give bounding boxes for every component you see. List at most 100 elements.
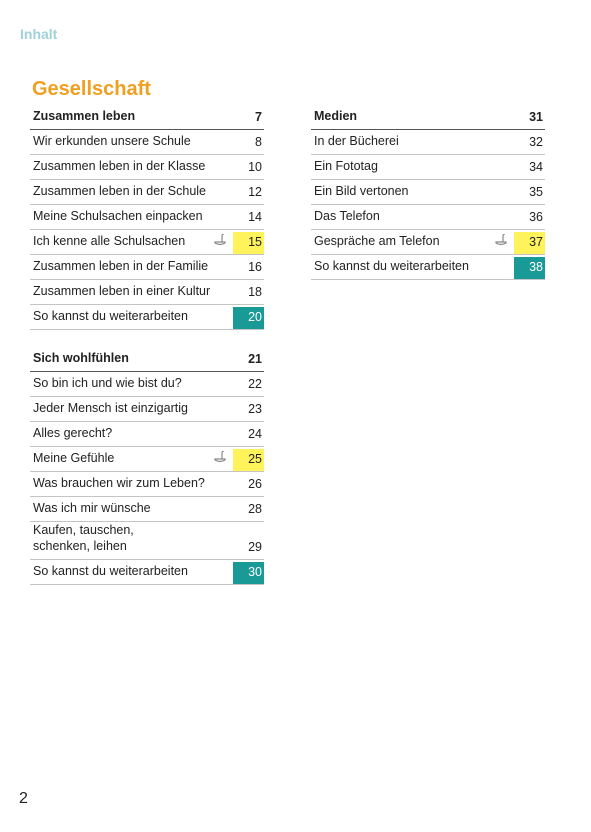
listen-icon bbox=[495, 233, 507, 246]
toc-label: Gespräche am Telefon bbox=[314, 234, 440, 248]
toc-page: 30 bbox=[233, 562, 264, 584]
toc-page: 29 bbox=[248, 540, 262, 554]
icon-cell bbox=[213, 274, 233, 279]
toc-row: So kannst du weiterarbeiten 38 bbox=[311, 255, 545, 280]
toc-page: 18 bbox=[248, 285, 262, 299]
toc-label: Ein Fototag bbox=[314, 159, 378, 173]
toc-row: Meine Schulsachen einpacken 14 bbox=[30, 205, 264, 230]
toc-label: Zusammen leben in einer Kultur bbox=[33, 284, 211, 298]
section-page: 7 bbox=[255, 110, 262, 124]
toc-label: Ein Bild vertonen bbox=[314, 184, 409, 198]
left-column: Zusammen leben 7 Wir erkunden unsere Schul… bbox=[30, 105, 264, 585]
toc-row: Zusammen leben in der Klasse 10 bbox=[30, 155, 264, 180]
toc-page: 28 bbox=[248, 502, 262, 516]
toc-page: 20 bbox=[233, 307, 264, 329]
toc-label: Wir erkunden unsere Schule bbox=[33, 134, 191, 148]
section: Sich wohlfühlen 21 So bin ich und wie bist… bbox=[30, 347, 264, 585]
toc-page: 37 bbox=[514, 232, 545, 254]
toc-row: Zusammen leben in einer Kultur 18 bbox=[30, 280, 264, 305]
toc-label: So kannst du weiterarbeiten bbox=[33, 309, 188, 323]
toc-row: Ein Fototag 34 bbox=[311, 155, 545, 180]
toc-page: 36 bbox=[529, 210, 543, 224]
icon-cell bbox=[494, 224, 514, 229]
toc-row: In der Bücherei 32 bbox=[311, 130, 545, 155]
toc-label: Was ich mir wünsche bbox=[33, 501, 151, 515]
toc-label: Ich kenne alle Schulsachen bbox=[33, 234, 186, 248]
header-title: Inhalt bbox=[20, 26, 58, 42]
icon-cell bbox=[213, 491, 233, 496]
section-page: 21 bbox=[248, 352, 262, 366]
toc-page: 8 bbox=[255, 135, 262, 149]
toc-label: In der Bücherei bbox=[314, 134, 399, 148]
toc-label: Was brauchen wir zum Leben? bbox=[33, 476, 205, 490]
toc-page: 35 bbox=[529, 185, 543, 199]
icon-cell bbox=[213, 391, 233, 396]
icon-cell bbox=[213, 416, 233, 421]
toc-row: Wir erkunden unsere Schule 8 bbox=[30, 130, 264, 155]
toc-page: 24 bbox=[248, 427, 262, 441]
toc-label: Kaufen, tauschen, schenken, leihen bbox=[33, 523, 134, 553]
toc-page: 23 bbox=[248, 402, 262, 416]
toc-row: Ein Bild vertonen 35 bbox=[311, 180, 545, 205]
icon-cell bbox=[213, 233, 233, 254]
icon-cell bbox=[213, 149, 233, 154]
section: Medien 31 In der Bücherei 32 Ein Fototag 34 Ei… bbox=[311, 105, 545, 280]
toc-row: So kannst du weiterarbeiten 30 bbox=[30, 560, 264, 585]
right-column: Medien 31 In der Bücherei 32 Ein Fototag 34 Ei… bbox=[311, 105, 545, 280]
toc-row: Alles gerecht? 24 bbox=[30, 422, 264, 447]
icon-cell bbox=[213, 579, 233, 584]
toc-label: Zusammen leben in der Familie bbox=[33, 259, 209, 273]
icon-cell bbox=[494, 233, 514, 254]
icon-cell bbox=[494, 274, 514, 279]
toc-row: Kaufen, tauschen, schenken, leihen 29 bbox=[30, 522, 264, 560]
toc-page: 25 bbox=[233, 449, 264, 471]
toc-label: So kannst du weiterarbeiten bbox=[33, 564, 188, 578]
section-header: Sich wohlfühlen 21 bbox=[30, 347, 264, 372]
toc-page: 12 bbox=[248, 185, 262, 199]
toc-label: Zusammen leben in der Klasse bbox=[33, 159, 206, 173]
icon-cell bbox=[213, 441, 233, 446]
icon-cell bbox=[213, 199, 233, 204]
icon-cell bbox=[213, 324, 233, 329]
section-heading: Zusammen leben bbox=[33, 109, 136, 123]
toc-row: Was ich mir wünsche 28 bbox=[30, 497, 264, 522]
toc-row: Ich kenne alle Schulsachen 15 bbox=[30, 230, 264, 255]
toc-page: 16 bbox=[248, 260, 262, 274]
toc-row: Zusammen leben in der Schule 12 bbox=[30, 180, 264, 205]
section-header: Zusammen leben 7 bbox=[30, 105, 264, 130]
listen-icon bbox=[214, 450, 226, 463]
section-title: Gesellschaft bbox=[32, 78, 151, 100]
toc-row: So kannst du weiterarbeiten 20 bbox=[30, 305, 264, 330]
section-page: 31 bbox=[529, 110, 543, 124]
toc-label: Jeder Mensch ist einzigartig bbox=[33, 401, 188, 415]
listen-icon bbox=[214, 233, 226, 246]
icon-cell bbox=[213, 174, 233, 179]
icon-cell bbox=[213, 450, 233, 471]
toc-page: 10 bbox=[248, 160, 262, 174]
icon-cell bbox=[213, 224, 233, 229]
toc-page: 38 bbox=[514, 257, 545, 279]
toc-label: So kannst du weiterarbeiten bbox=[314, 259, 469, 273]
toc-label: Zusammen leben in der Schule bbox=[33, 184, 207, 198]
toc-page: 26 bbox=[248, 477, 262, 491]
icon-cell bbox=[213, 516, 233, 521]
section-header: Medien 31 bbox=[311, 105, 545, 130]
toc-page: 32 bbox=[529, 135, 543, 149]
toc-label: Meine Gefühle bbox=[33, 451, 115, 465]
toc-row: Das Telefon 36 bbox=[311, 205, 545, 230]
toc-row: Jeder Mensch ist einzigartig 23 bbox=[30, 397, 264, 422]
section: Zusammen leben 7 Wir erkunden unsere Schul… bbox=[30, 105, 264, 330]
toc-label: Alles gerecht? bbox=[33, 426, 113, 440]
toc-page: 14 bbox=[248, 210, 262, 224]
section-heading: Sich wohlfühlen bbox=[33, 351, 129, 365]
icon-cell bbox=[494, 174, 514, 179]
icon-cell bbox=[213, 299, 233, 304]
page-number: 2 bbox=[19, 790, 28, 807]
toc-row: Gespräche am Telefon 37 bbox=[311, 230, 545, 255]
toc-page: 22 bbox=[248, 377, 262, 391]
toc-row: Was brauchen wir zum Leben? 26 bbox=[30, 472, 264, 497]
toc-label: Das Telefon bbox=[314, 209, 380, 223]
toc-row: So bin ich und wie bist du? 22 bbox=[30, 372, 264, 397]
icon-cell bbox=[213, 554, 233, 559]
